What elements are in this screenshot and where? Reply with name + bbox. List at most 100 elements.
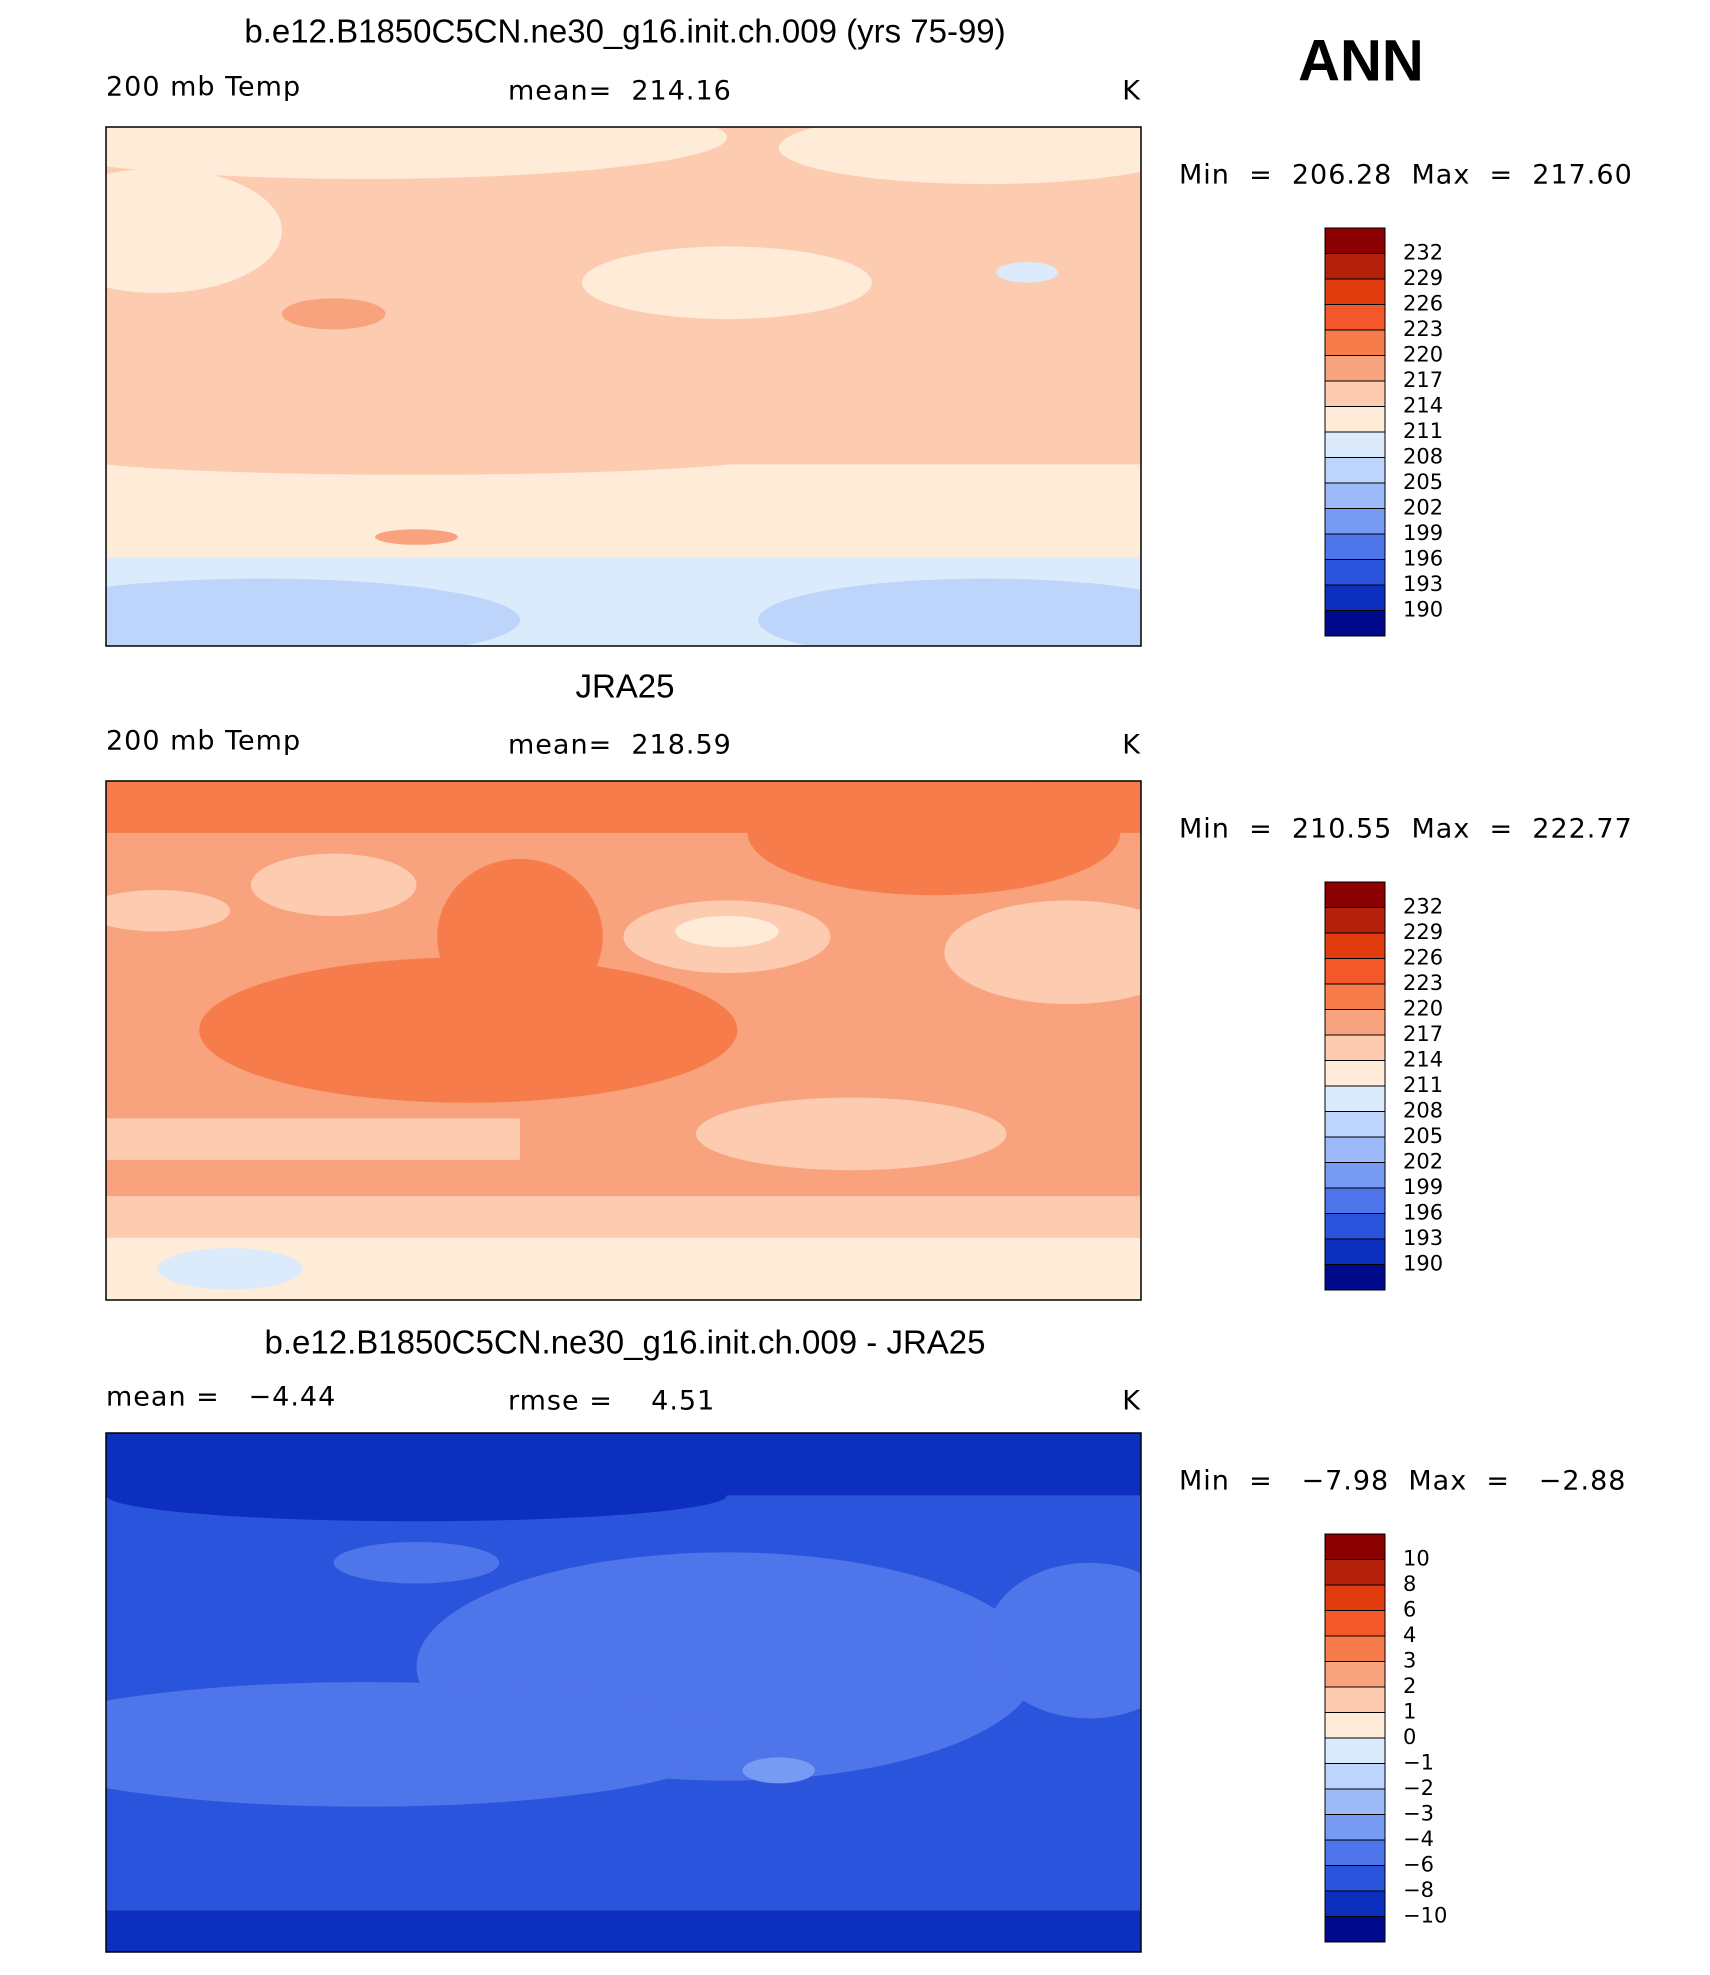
- colorbar-box: [1324, 1610, 1386, 1637]
- colorbar-box: [1324, 1559, 1386, 1586]
- colorbar-label: 208: [1403, 1099, 1443, 1123]
- field-region: [778, 127, 1141, 185]
- colorbar-box: [1324, 958, 1386, 985]
- colorbar-box: [1324, 406, 1386, 433]
- colorbar-box: [1324, 278, 1386, 305]
- colorbar-box: [1324, 1737, 1386, 1764]
- colorbar-label: 208: [1403, 445, 1443, 469]
- colorbar-label: 223: [1403, 971, 1443, 995]
- colorbar-label: 223: [1403, 317, 1443, 341]
- colorbar-box: [1324, 584, 1386, 611]
- colorbar-label: 214: [1403, 394, 1443, 418]
- field-region: [106, 1910, 1141, 1952]
- colorbar-box: [1324, 1111, 1386, 1138]
- min-max: Min = −7.98 Max = −2.88: [1179, 1466, 1626, 1497]
- colorbar-box: [1324, 533, 1386, 560]
- colorbar-label: 4: [1403, 1623, 1416, 1647]
- colorbar-label: 211: [1403, 419, 1443, 443]
- colorbar-label: 193: [1403, 1226, 1443, 1250]
- colorbar-box: [1324, 559, 1386, 586]
- colorbar-label: −6: [1403, 1853, 1434, 1877]
- colorbar-box: [1324, 1584, 1386, 1611]
- colorbar-label: 214: [1403, 1048, 1443, 1072]
- colorbar-label: 229: [1403, 266, 1443, 290]
- colorbar-box: [1324, 380, 1386, 407]
- colorbar-label: 190: [1403, 598, 1443, 622]
- map-frame: [105, 1432, 1142, 1953]
- colorbar-box: [1324, 1686, 1386, 1713]
- colorbar-box: [1324, 1839, 1386, 1866]
- map-field: [106, 127, 1141, 646]
- colorbar-label: 202: [1403, 1150, 1443, 1174]
- colorbar-label: 6: [1403, 1598, 1416, 1622]
- units: K: [1122, 1386, 1141, 1417]
- colorbar-box: [1324, 1890, 1386, 1917]
- colorbar-box: [1324, 355, 1386, 382]
- colorbar-box: [1324, 983, 1386, 1010]
- field-region: [106, 889, 231, 932]
- colorbar-label: 193: [1403, 572, 1443, 596]
- colorbar-label: 10: [1403, 1547, 1430, 1571]
- colorbar-box: [1324, 1788, 1386, 1815]
- units: K: [1122, 730, 1141, 761]
- colorbar-box: [1324, 1136, 1386, 1163]
- colorbar-label: −3: [1403, 1802, 1434, 1826]
- field-region: [281, 298, 386, 330]
- colorbar-box: [1324, 1712, 1386, 1739]
- colorbar-label: 0: [1403, 1725, 1416, 1749]
- field-region: [944, 900, 1141, 1005]
- field-region: [106, 464, 1141, 569]
- colorbar-label: 229: [1403, 920, 1443, 944]
- colorbar-box: [1324, 1085, 1386, 1112]
- colorbar-label: 205: [1403, 470, 1443, 494]
- colorbar-box: [1324, 1213, 1386, 1240]
- colorbar-label: 1: [1403, 1700, 1416, 1724]
- colorbar-box: [1324, 1264, 1386, 1291]
- colorbar-label: −10: [1403, 1904, 1447, 1928]
- colorbar-box: [1324, 1916, 1386, 1943]
- colorbar-label: 202: [1403, 496, 1443, 520]
- colorbar-label: 205: [1403, 1124, 1443, 1148]
- colorbar-label: 232: [1403, 895, 1443, 919]
- field-region: [437, 858, 603, 1015]
- colorbar-box: [1324, 932, 1386, 959]
- field-region: [333, 1541, 500, 1584]
- colorbar-box: [1324, 1763, 1386, 1790]
- colorbar-box: [1324, 1635, 1386, 1662]
- units: K: [1122, 76, 1141, 107]
- panel-left-label: 200 mb Temp: [106, 726, 301, 757]
- field-region: [106, 609, 210, 646]
- field-region: [250, 853, 417, 916]
- colorbar-label: 196: [1403, 1201, 1443, 1225]
- panel-stat: rmse = 4.51: [508, 1386, 715, 1417]
- colorbar-label: 232: [1403, 241, 1443, 265]
- min-max: Min = 206.28 Max = 217.60: [1179, 160, 1633, 191]
- colorbar-box: [1324, 1814, 1386, 1841]
- colorbar-box: [1324, 253, 1386, 280]
- field-region: [106, 1196, 1141, 1238]
- field-region: [199, 957, 738, 1103]
- colorbar-label: 211: [1403, 1073, 1443, 1097]
- field-region: [675, 915, 779, 948]
- colorbar-box: [1324, 1060, 1386, 1087]
- map-frame: [105, 126, 1142, 647]
- panel-title: JRA25: [575, 668, 674, 705]
- colorbar-box: [1324, 329, 1386, 356]
- colorbar-label: 3: [1403, 1649, 1416, 1673]
- field-region: [695, 1097, 1007, 1171]
- colorbar-label: 220: [1403, 997, 1443, 1021]
- field-region: [106, 1118, 520, 1160]
- panel-stat: mean= 218.59: [508, 730, 732, 761]
- colorbar-label: 217: [1403, 368, 1443, 392]
- field-region: [582, 246, 872, 320]
- colorbar-box: [1324, 1034, 1386, 1061]
- colorbar-label: 8: [1403, 1572, 1416, 1596]
- season-label: ANN: [1298, 28, 1424, 93]
- colorbar-box: [1324, 1865, 1386, 1892]
- colorbar-label: −8: [1403, 1878, 1434, 1902]
- panel-left-label: 200 mb Temp: [106, 72, 301, 103]
- field-region: [375, 529, 458, 545]
- colorbar-box: [1324, 610, 1386, 637]
- panel-title: b.e12.B1850C5CN.ne30_g16.init.ch.009 (yr…: [244, 13, 1005, 50]
